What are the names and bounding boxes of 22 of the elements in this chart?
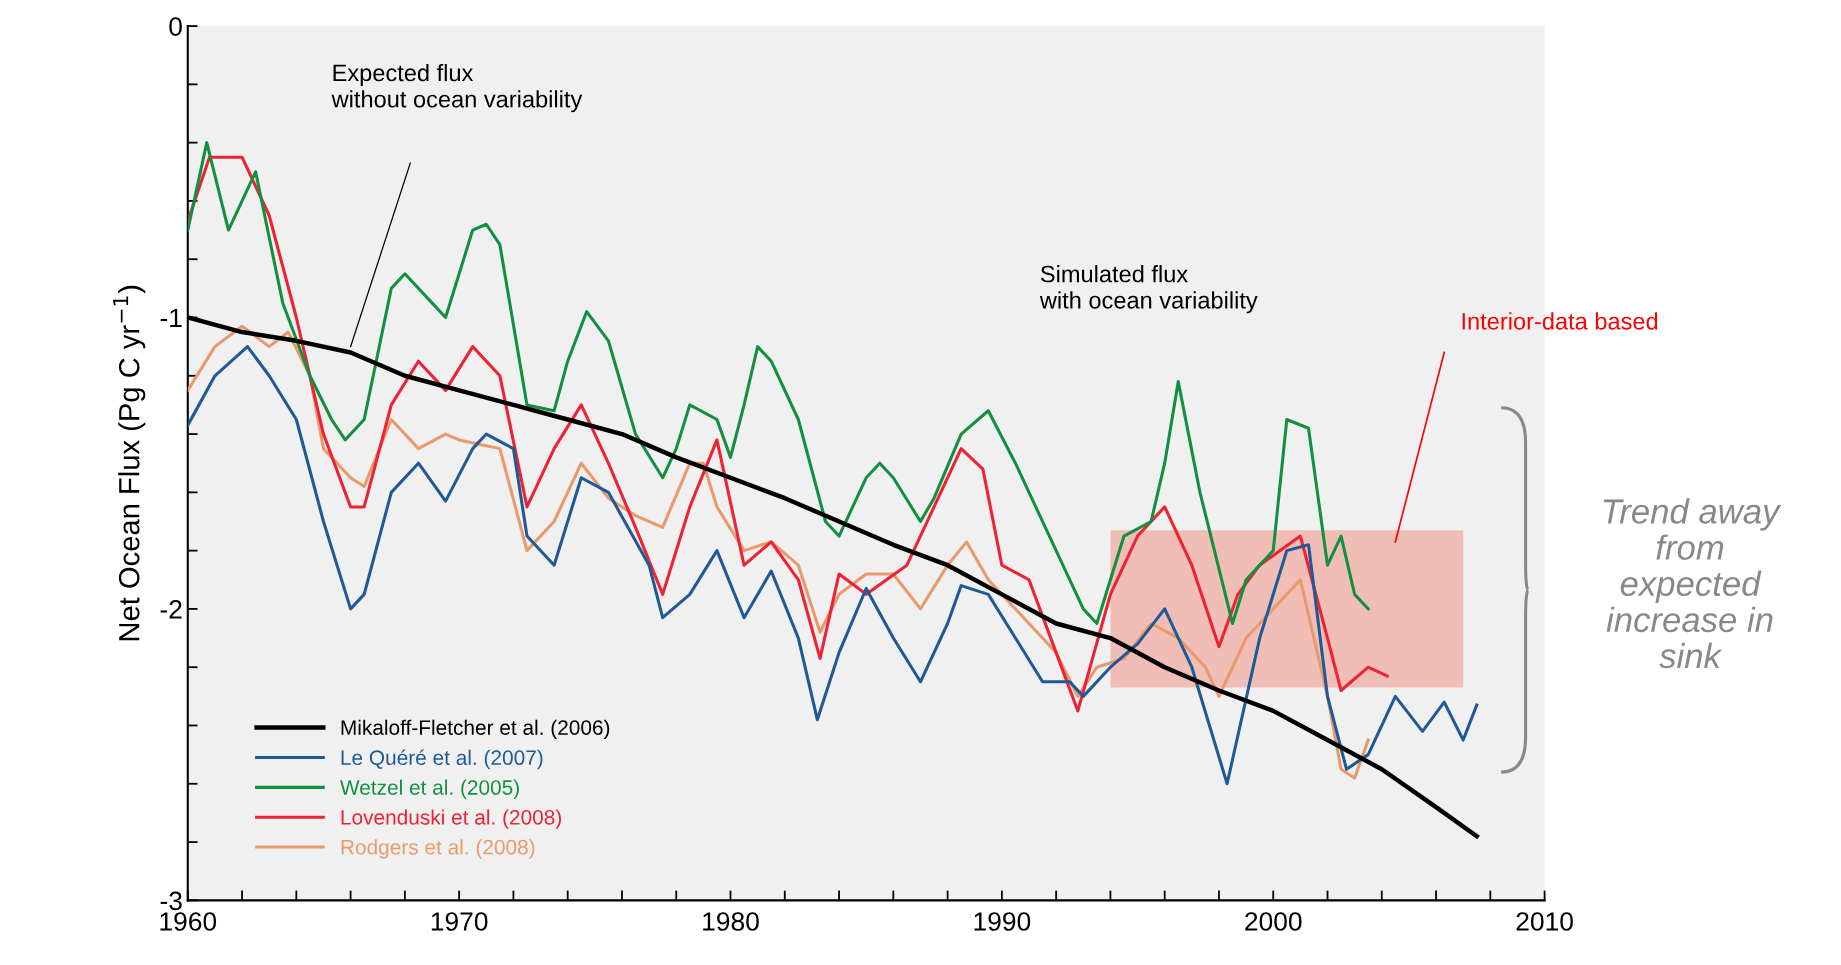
- x-tick-label: 2010: [1516, 912, 1573, 931]
- legend-label: Le Quéré et al. (2007): [341, 749, 543, 770]
- x-tick-label: 2000: [1245, 912, 1302, 931]
- annotation: Expected flux without ocean variability: [331, 63, 583, 113]
- x-tick-label: 1970: [431, 912, 488, 931]
- legend-label: Mikaloff-Fletcher et al. (2006): [341, 719, 610, 740]
- x-tick-label: 1990: [974, 912, 1031, 931]
- y-tick-label: -3: [160, 891, 182, 911]
- y-tick-label: 0: [169, 17, 182, 36]
- y-axis-title: Net Ocean Flux (Pg C yr$^{−1}$): [113, 285, 146, 641]
- annotation: Simulated flux with ocean variability: [1039, 265, 1258, 314]
- line-series: [187, 141, 1370, 626]
- legend-label: Rodgers et al. (2008): [341, 839, 535, 859]
- y-tick-label: -2: [160, 600, 182, 619]
- y-tick-label: -1: [160, 308, 182, 328]
- band-label: Interior-data based: [1462, 312, 1658, 330]
- line-series: [187, 155, 1389, 713]
- legend-label: Wetzel et al. (2005): [340, 779, 519, 799]
- x-tick-label: 1980: [703, 912, 759, 931]
- legend-label: Lovenduski et al. (2008): [341, 809, 561, 829]
- text: Trend away from expected increase in sink: [1603, 498, 1782, 669]
- x-tick-label: 1960: [160, 912, 217, 931]
